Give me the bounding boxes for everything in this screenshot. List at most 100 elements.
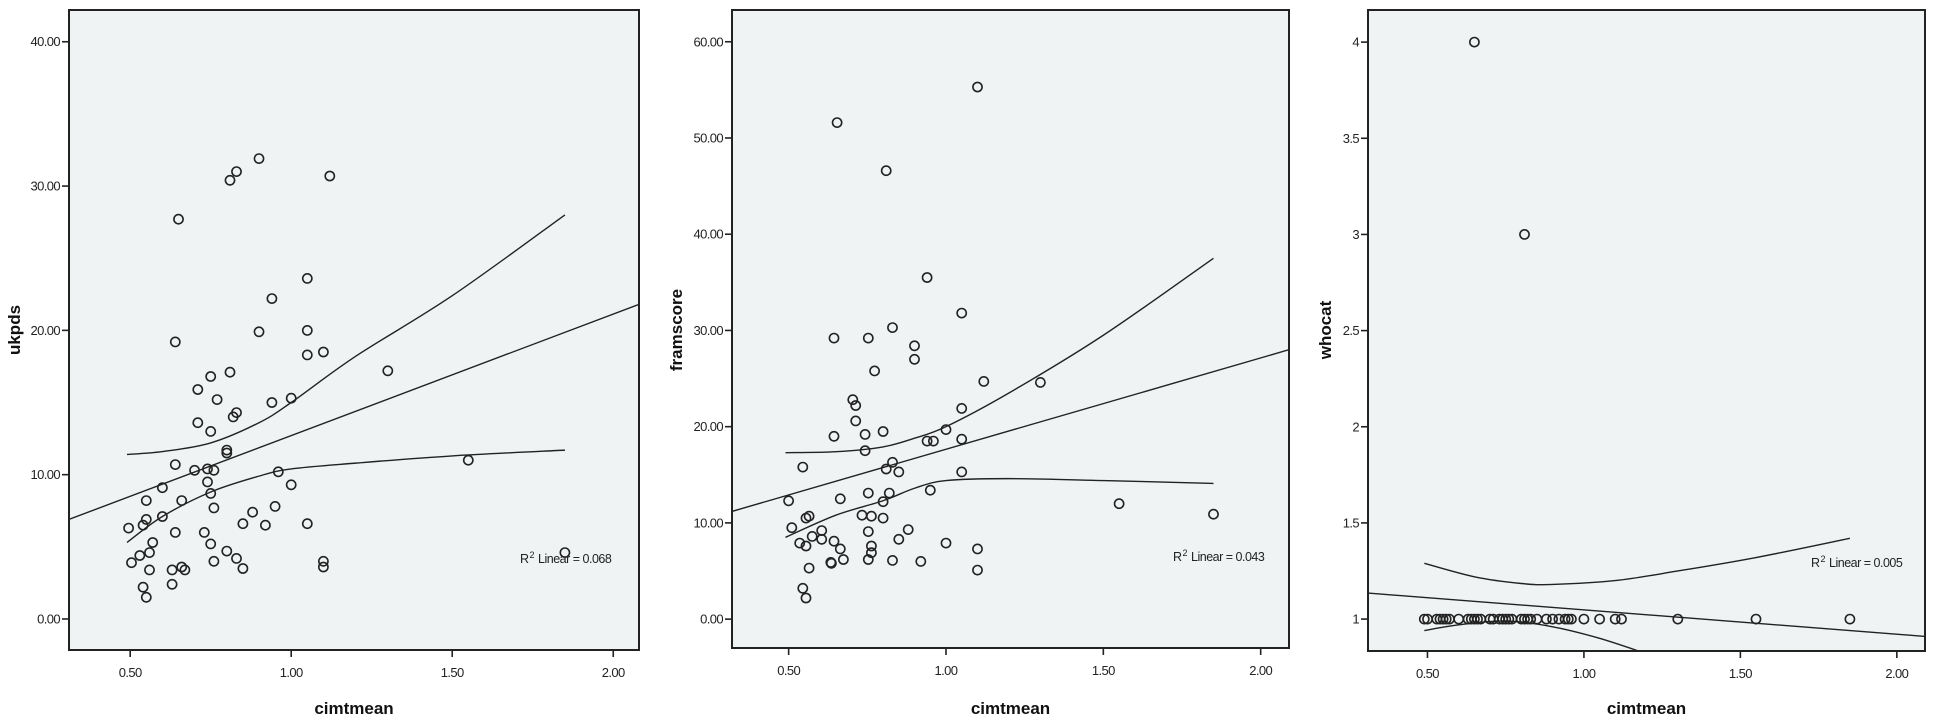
data-point xyxy=(800,540,812,552)
data-point xyxy=(247,506,258,518)
y-tick-label: 20.00 xyxy=(30,323,60,338)
data-point xyxy=(880,463,892,475)
data-point xyxy=(202,476,213,488)
data-point xyxy=(928,435,939,447)
data-point xyxy=(169,336,181,348)
data-point xyxy=(253,326,265,338)
data-point xyxy=(205,425,217,437)
data-point xyxy=(940,537,952,549)
data-point xyxy=(972,543,983,555)
data-point xyxy=(140,591,152,603)
data-point xyxy=(877,512,889,524)
data-point xyxy=(1594,613,1605,625)
data-point xyxy=(1616,613,1627,625)
r2-superscript: 2 xyxy=(1821,554,1826,564)
x-tick-label: 1.00 xyxy=(1572,666,1595,681)
data-point xyxy=(816,533,828,545)
data-point xyxy=(887,555,898,566)
data-point xyxy=(266,397,278,408)
r-squared-label: R2 Linear = 0.005 xyxy=(1811,554,1903,570)
data-point xyxy=(156,482,168,494)
data-point xyxy=(147,537,159,548)
data-point xyxy=(862,554,874,565)
data-point xyxy=(324,170,336,182)
data-point xyxy=(1500,613,1512,625)
data-point xyxy=(850,400,862,411)
data-point xyxy=(850,415,862,427)
data-point xyxy=(285,392,297,404)
data-point xyxy=(208,502,220,514)
r2-text: Linear = 0.005 xyxy=(1826,556,1903,570)
data-point xyxy=(887,456,898,468)
data-point xyxy=(1035,376,1046,388)
data-point xyxy=(301,324,313,336)
data-point xyxy=(173,213,184,225)
data-point xyxy=(137,519,149,531)
data-point xyxy=(956,307,968,319)
data-point xyxy=(869,365,880,377)
r2-text: Linear = 0.068 xyxy=(535,552,612,566)
x-tick-label: 2.00 xyxy=(602,665,625,680)
y-tick-label: 20.00 xyxy=(693,419,723,434)
y-tick-label: 0.00 xyxy=(700,612,723,627)
data-point xyxy=(828,535,840,547)
y-tick-label: 2.5 xyxy=(1343,323,1360,338)
data-point xyxy=(231,166,242,177)
data-point xyxy=(834,543,846,555)
data-point xyxy=(956,402,968,414)
confidence-band-upper xyxy=(1424,537,1851,586)
data-point xyxy=(382,365,394,377)
data-point xyxy=(301,272,313,284)
data-point xyxy=(921,435,933,447)
data-point xyxy=(192,384,204,395)
data-point xyxy=(169,459,181,470)
data-point xyxy=(783,495,794,507)
data-point xyxy=(205,371,217,382)
data-point xyxy=(208,555,220,567)
y-tick-label: 10.00 xyxy=(30,467,60,482)
confidence-band-upper xyxy=(785,257,1214,454)
data-point xyxy=(317,561,329,573)
data-point xyxy=(902,524,914,535)
chart-panel-framscore: 0.00 10.00 20.00 30.00 40.00 50.00 60.00 0.50 1.… xyxy=(667,9,1290,718)
data-point xyxy=(179,564,191,576)
data-point xyxy=(253,153,265,164)
data-point xyxy=(828,332,840,344)
data-point xyxy=(192,417,204,429)
r-squared-label: R2 Linear = 0.043 xyxy=(1173,548,1265,564)
x-tick-label: 2.00 xyxy=(1885,666,1908,681)
y-tick-label: 1 xyxy=(1352,612,1359,627)
data-point xyxy=(978,375,990,387)
data-point xyxy=(1503,613,1515,625)
data-point xyxy=(169,527,181,538)
chart-panel-whocat: 1 1.5 2 2.5 3 3.5 4 0.50 1.00 1.50 2.00 cimtmean who… xyxy=(1316,9,1926,718)
data-point xyxy=(269,500,281,512)
r2-prefix: R xyxy=(1811,556,1820,570)
data-point xyxy=(189,464,200,476)
data-point xyxy=(134,550,146,561)
data-point xyxy=(301,349,313,361)
data-point xyxy=(559,547,571,558)
data-point xyxy=(880,165,892,177)
data-point xyxy=(301,518,313,530)
data-point xyxy=(1844,613,1856,625)
data-point xyxy=(202,463,213,475)
data-point xyxy=(317,346,329,358)
data-point xyxy=(140,514,152,525)
data-point xyxy=(285,479,297,491)
data-point xyxy=(1113,498,1125,510)
data-point xyxy=(1469,613,1480,625)
x-axis-title: cimtmean xyxy=(971,699,1050,718)
data-point xyxy=(123,522,135,534)
data-point xyxy=(862,332,874,344)
data-point xyxy=(893,533,905,545)
data-point xyxy=(909,340,920,352)
y-axis-title: whocat xyxy=(1316,300,1335,360)
y-axis-title: framscore xyxy=(667,289,686,371)
data-point xyxy=(859,428,871,440)
data-point xyxy=(826,557,837,569)
data-point xyxy=(887,322,898,333)
y-tick-label: 2 xyxy=(1352,419,1359,434)
data-point xyxy=(259,519,271,531)
